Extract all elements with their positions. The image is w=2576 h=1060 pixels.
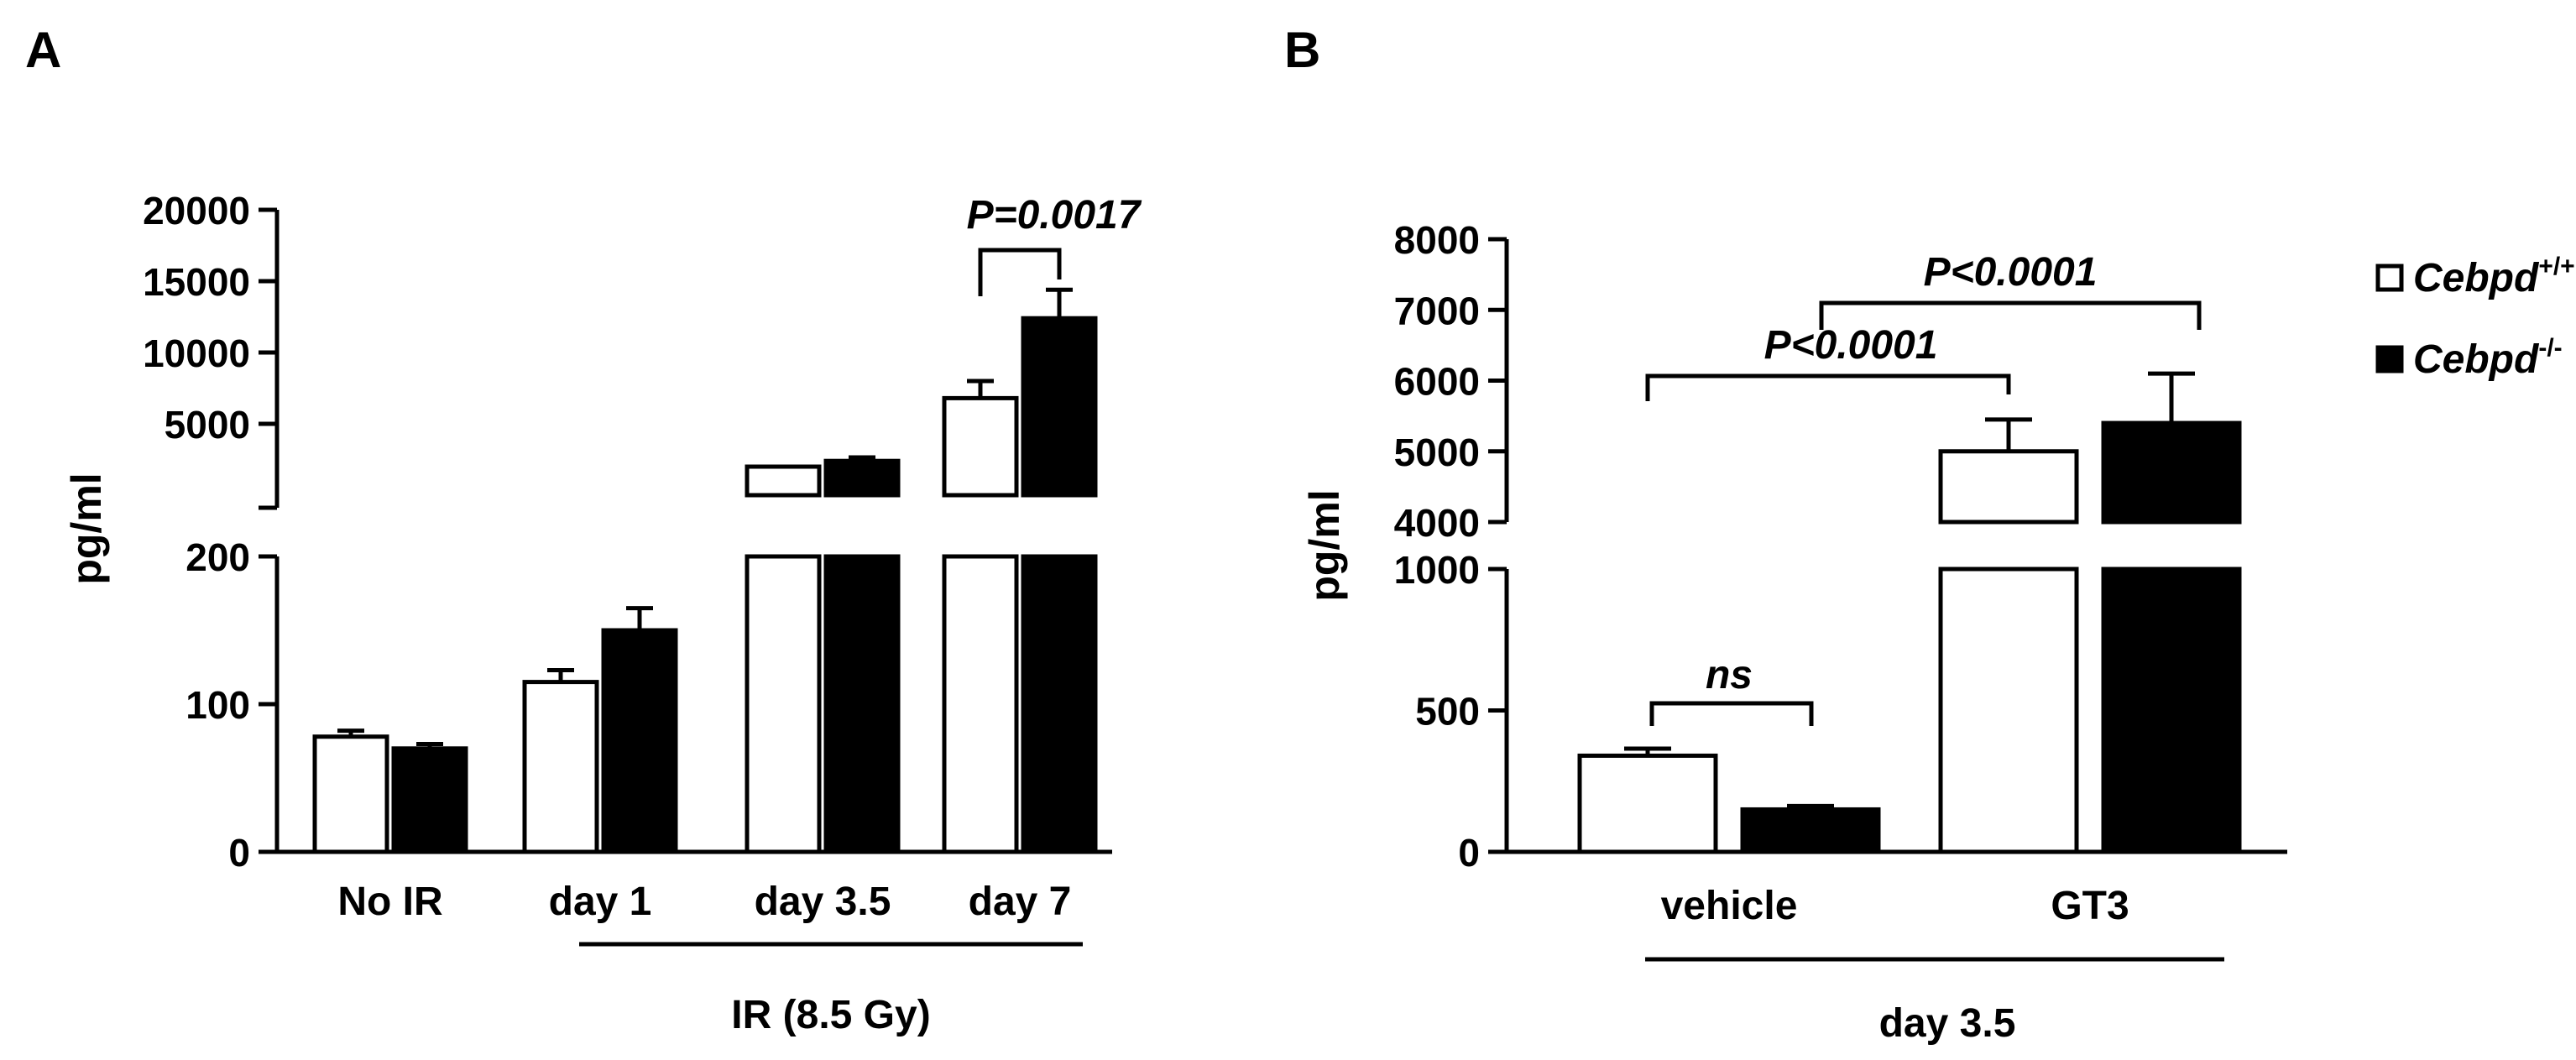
y-tick-label: 6000 xyxy=(1394,360,1480,404)
x-tick-label: day 3.5 xyxy=(755,880,891,924)
bar xyxy=(745,554,822,854)
legend: Cebpd+/+Cebpd-/- xyxy=(2375,253,2575,382)
y-tick-label: 8000 xyxy=(1394,218,1480,262)
group-label: day 3.5 xyxy=(1879,1001,2016,1046)
panel-b-label: B xyxy=(1284,22,1320,78)
legend-label-base: Cebpd xyxy=(2413,337,2540,382)
y-tick-label: 4000 xyxy=(1394,501,1480,545)
y-axis-label: pg/ml xyxy=(1301,489,1348,601)
bar xyxy=(745,464,822,498)
bar xyxy=(823,458,901,498)
legend-label-superscript: +/+ xyxy=(2538,253,2574,280)
y-tick-label: 5000 xyxy=(1394,431,1480,474)
significance-label: ns xyxy=(1706,653,1753,697)
y-tick-label: 20000 xyxy=(143,189,250,232)
chart-a: 0 100 200 5000 10000 15000 20000 pg/ml No IR day … xyxy=(63,189,1142,1037)
significance-bracket xyxy=(1645,373,2011,401)
x-tick-label: vehicle xyxy=(1661,884,1798,928)
x-tick-label: day 1 xyxy=(549,880,652,924)
y-tick-label: 0 xyxy=(228,831,250,875)
y-tick-label: 200 xyxy=(185,535,250,579)
x-tick-label: No IR xyxy=(337,880,442,924)
y-tick-label: 100 xyxy=(185,683,250,727)
bar xyxy=(1938,449,2079,525)
bar xyxy=(1577,753,1718,854)
bar xyxy=(391,746,468,854)
bar xyxy=(1938,567,2079,854)
y-tick-label: 500 xyxy=(1415,690,1480,734)
bar xyxy=(601,628,678,854)
y-axis-label: pg/ml xyxy=(63,473,110,584)
y-tick-label: 7000 xyxy=(1394,289,1480,332)
x-tick-label: GT3 xyxy=(2051,884,2129,928)
significance-label: P<0.0001 xyxy=(1764,323,1938,368)
panel-a-label: A xyxy=(25,22,61,78)
legend-swatch xyxy=(2375,345,2404,373)
y-tick-label: 1000 xyxy=(1394,548,1480,592)
bar xyxy=(1021,554,1098,854)
y-tick-label: 10000 xyxy=(143,332,250,375)
significance-bracket xyxy=(978,248,1062,296)
significance-label: P<0.0001 xyxy=(1924,250,2098,295)
bar xyxy=(522,680,599,854)
bar xyxy=(2101,420,2242,525)
legend-label-superscript: -/- xyxy=(2538,334,2562,362)
legend-label-base: Cebpd xyxy=(2413,256,2540,300)
bar xyxy=(1740,807,1881,854)
significance-bracket xyxy=(1819,300,2202,330)
y-tick-label: 0 xyxy=(1458,831,1480,875)
bar xyxy=(312,734,389,854)
significance-label: P=0.0017 xyxy=(967,193,1142,238)
bar xyxy=(942,554,1019,854)
bar xyxy=(2101,567,2242,854)
bar xyxy=(942,395,1019,498)
significance-bracket xyxy=(1649,701,1814,726)
y-tick-label: 15000 xyxy=(143,260,250,304)
legend-label: Cebpd-/- xyxy=(2413,334,2563,382)
legend-swatch xyxy=(2375,264,2404,292)
bar xyxy=(823,554,901,854)
y-tick-label: 5000 xyxy=(165,403,250,446)
legend-label: Cebpd+/+ xyxy=(2413,253,2575,300)
bar xyxy=(1021,316,1098,498)
x-tick-label: day 7 xyxy=(969,880,1072,924)
group-label: IR (8.5 Gy) xyxy=(731,993,930,1037)
